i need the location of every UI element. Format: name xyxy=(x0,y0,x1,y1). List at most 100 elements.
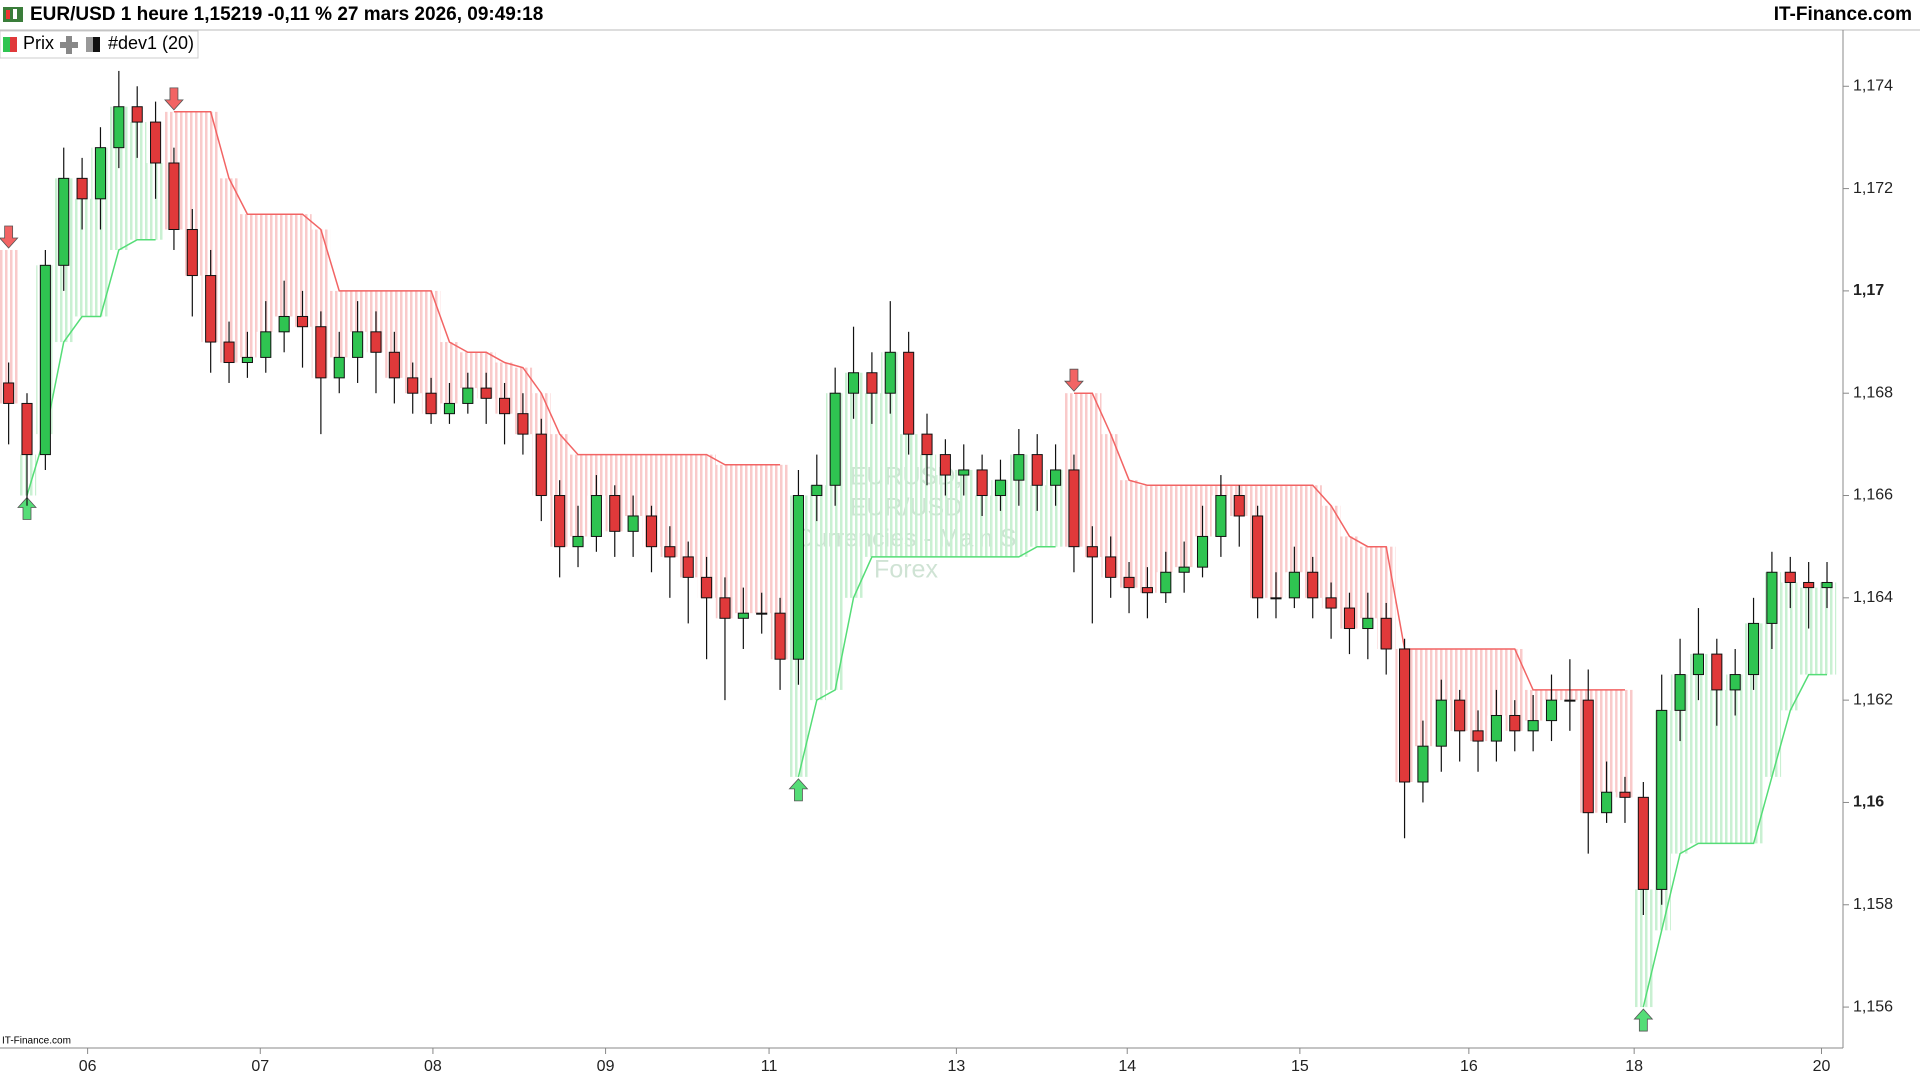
y-tick-label: 1,166 xyxy=(1853,487,1893,504)
stop-band xyxy=(1468,648,1488,742)
candle-body xyxy=(443,402,456,415)
signal-arrow xyxy=(164,87,184,111)
stop-band xyxy=(936,475,955,557)
stop-band xyxy=(881,352,900,557)
x-tick-label: 08 xyxy=(424,1058,442,1075)
footer: IT-Finance.com xyxy=(2,1036,71,1047)
stop-band xyxy=(807,485,826,701)
stop-band xyxy=(458,352,478,389)
stop-band xyxy=(403,290,422,394)
candle-body xyxy=(241,356,253,364)
candle-body xyxy=(1031,454,1043,486)
candle-body xyxy=(39,264,51,456)
stop-line xyxy=(797,545,1056,778)
signal-arrow xyxy=(0,225,19,249)
candle-body xyxy=(1307,571,1319,599)
candle-body xyxy=(903,351,915,435)
candle-body xyxy=(1362,617,1374,630)
candle-body xyxy=(1637,796,1649,890)
y-tick-label: 1,172 xyxy=(1853,180,1893,197)
stop-band xyxy=(623,454,643,516)
candle-body xyxy=(664,546,676,558)
candle-body xyxy=(590,495,602,537)
stop-band xyxy=(1817,582,1837,675)
candle-body xyxy=(1178,566,1190,573)
candle-body xyxy=(150,121,162,164)
legend[interactable]: Prix #dev1 (20) xyxy=(0,30,199,59)
candle-body xyxy=(168,162,180,231)
x-tick-label: 18 xyxy=(1625,1058,1643,1075)
candle-body xyxy=(994,479,1007,497)
candle-body xyxy=(499,397,511,415)
candle-body xyxy=(1747,622,1760,676)
y-tick-label: 1,156 xyxy=(1853,998,1893,1015)
add-icon[interactable] xyxy=(60,36,78,54)
stop-band xyxy=(660,454,680,557)
stop-band xyxy=(293,214,312,327)
stop-band xyxy=(679,454,698,578)
candle-body xyxy=(792,495,804,660)
stop-band xyxy=(1689,654,1708,844)
candle-body xyxy=(1674,674,1686,711)
stop-band xyxy=(330,290,349,358)
candle-body xyxy=(480,387,492,399)
stop-band xyxy=(844,372,863,598)
candle-body xyxy=(1380,617,1392,650)
stop-band xyxy=(1413,648,1433,747)
candle-body xyxy=(572,535,584,548)
candle-body xyxy=(829,392,841,486)
candle-body xyxy=(719,597,731,619)
candle-body xyxy=(186,229,198,277)
candle-body xyxy=(1472,730,1484,742)
candle-body xyxy=(1196,535,1209,568)
candle-body xyxy=(76,177,88,200)
brand: IT-Finance.com xyxy=(1774,4,1912,25)
signal-arrow xyxy=(1064,368,1084,392)
candle-body xyxy=(884,351,896,394)
stop-band xyxy=(128,122,147,240)
signal-arrow xyxy=(788,778,809,802)
y-tick-label: 1,17 xyxy=(1853,282,1884,299)
candle-body xyxy=(609,495,621,532)
stop-band xyxy=(1597,689,1616,793)
stop-band xyxy=(954,469,973,557)
x-tick-label: 16 xyxy=(1460,1058,1478,1075)
candle-body xyxy=(1509,714,1521,732)
stop-band xyxy=(0,249,18,404)
x-tick-label: 06 xyxy=(79,1058,97,1075)
candle-body xyxy=(1399,648,1411,783)
candle-body xyxy=(701,576,713,599)
candle-body xyxy=(1343,607,1356,630)
x-tick-label: 15 xyxy=(1291,1058,1309,1075)
candle-body xyxy=(939,454,951,476)
stop-band xyxy=(219,178,239,363)
candle-body xyxy=(388,351,400,379)
stop-band xyxy=(1615,689,1635,798)
chart-title: EUR/USD 1 heure 1,15219 -0,11 % 27 mars … xyxy=(30,4,543,25)
stop-band xyxy=(734,464,753,614)
stop-band xyxy=(238,214,257,358)
app-icon xyxy=(3,7,23,22)
plot-area: EURUSD,EUR/USDCurrencies - Main SForex xyxy=(0,70,1837,1032)
candle-body xyxy=(370,331,382,353)
legend-swatch xyxy=(10,37,17,52)
candle-body xyxy=(1784,571,1796,583)
candle-body xyxy=(1325,597,1337,609)
stop-band xyxy=(715,464,735,619)
legend-label: Prix xyxy=(23,33,54,53)
stop-band xyxy=(1340,536,1359,629)
stop-band xyxy=(256,214,275,332)
candle-body xyxy=(1619,791,1631,798)
candle-body xyxy=(1215,495,1227,537)
candle-body xyxy=(58,177,70,266)
stop-band xyxy=(1505,648,1524,731)
stop-band xyxy=(972,495,992,557)
stop-band xyxy=(1321,505,1341,609)
legend-label: #dev1 (20) xyxy=(108,33,194,53)
candle-body xyxy=(1417,745,1429,783)
stop-band xyxy=(1670,674,1690,854)
candle-body xyxy=(811,484,823,497)
stop-band xyxy=(1432,648,1451,701)
legend-swatch xyxy=(3,37,10,52)
